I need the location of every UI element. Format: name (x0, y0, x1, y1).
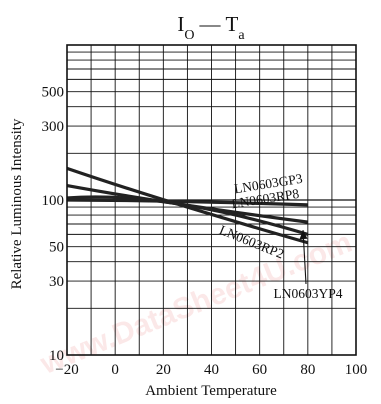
y-tick-label: 500 (42, 85, 65, 101)
x-tick-label: −20 (55, 362, 78, 378)
x-tick-label: 40 (204, 362, 219, 378)
x-axis-label: Ambient Temperature (145, 383, 277, 399)
y-tick-label: 300 (42, 119, 65, 135)
axis-ticks: −20 0 20 40 60 80 100 10 30 50 100 300 500 (42, 85, 368, 378)
x-tick-label: 100 (345, 362, 368, 378)
y-tick-label: 50 (49, 240, 64, 256)
series-line-ln0603yp4 (66, 195, 309, 236)
x-tick-label: 20 (156, 362, 171, 378)
y-axis-label: Relative Luminous Intensity (9, 118, 25, 289)
y-tick-label: 10 (49, 348, 64, 364)
x-tick-label: 60 (252, 362, 267, 378)
watermark-text: www.DataSheet4U.com (35, 226, 356, 381)
plot-frame (66, 44, 357, 356)
y-tick-label: 30 (49, 274, 64, 290)
x-tick-label: 80 (300, 362, 315, 378)
x-tick-label: 0 (111, 362, 119, 378)
arrow-leader (302, 230, 307, 285)
series-line-ln0603gp3 (66, 198, 308, 207)
watermark: www.DataSheet4U.com (35, 226, 356, 381)
chart-title: IO — Ta (177, 12, 245, 43)
series-label-yp4: LN0603YP4 (273, 286, 342, 301)
chart-series (66, 166, 309, 245)
arrow-head (299, 230, 308, 240)
y-tick-label: 100 (42, 193, 65, 209)
